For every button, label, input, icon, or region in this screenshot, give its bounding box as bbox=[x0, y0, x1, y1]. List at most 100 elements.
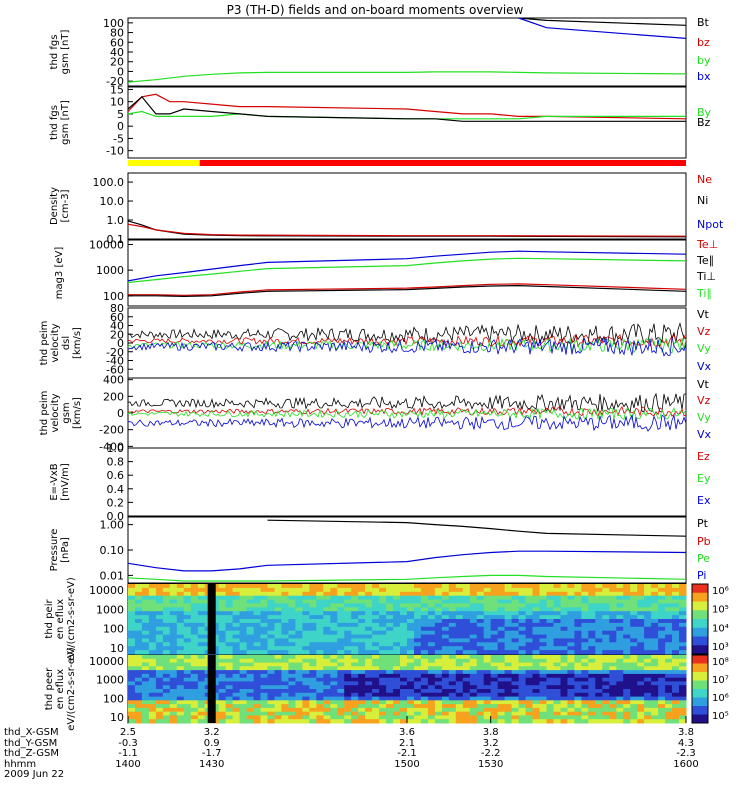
electron-spectrogram-cell bbox=[414, 700, 422, 705]
electron-spectrogram-cell bbox=[553, 681, 561, 686]
ion-spectrogram-cell bbox=[414, 584, 422, 589]
electron-spectrogram-cell bbox=[239, 707, 248, 713]
electron-spectrogram-cell bbox=[574, 681, 582, 686]
ion-spectrogram-cell bbox=[497, 591, 506, 597]
temperature-ytick-label: 10000 bbox=[89, 239, 124, 252]
ion-spectrogram-cell bbox=[616, 611, 624, 616]
electron-spectrogram-cell bbox=[141, 692, 150, 698]
electron-spectrogram-cell bbox=[260, 670, 268, 675]
electron-spectrogram-cell bbox=[148, 696, 157, 701]
electron-spectrogram-cell bbox=[281, 662, 289, 667]
ion-spectrogram-cell bbox=[351, 642, 359, 647]
ion-spectrogram-cell bbox=[581, 626, 589, 632]
ion-spectrogram-cell bbox=[441, 611, 450, 616]
ion-spectrogram-cell bbox=[155, 603, 164, 608]
electron-spectrogram-cell bbox=[574, 692, 582, 698]
ion-spectrogram-cell bbox=[162, 587, 171, 593]
ion-spectrogram-cell bbox=[253, 626, 262, 632]
ephemeris-value: 4.3 bbox=[678, 737, 694, 749]
ion-spectrogram-cell bbox=[427, 626, 436, 632]
electron-spectrogram-cell bbox=[441, 655, 450, 660]
electron-spectrogram-cell bbox=[588, 696, 596, 701]
ion-spectrogram-cell bbox=[372, 622, 380, 628]
ion-spectrogram-cell bbox=[358, 591, 366, 597]
ion-spectrogram-cell bbox=[504, 595, 513, 601]
ion-spectrogram-cell bbox=[518, 634, 527, 639]
electron-spectrogram-cell bbox=[427, 658, 436, 664]
electron-spectrogram-cell bbox=[372, 696, 380, 701]
electron-spectrogram-cell bbox=[616, 673, 624, 679]
electron-spectrogram-cell bbox=[441, 704, 450, 709]
electron-spectrogram-cell bbox=[323, 700, 331, 705]
electron-spectrogram-cell bbox=[323, 670, 331, 675]
ion-spectrogram-cell bbox=[672, 619, 680, 624]
electron-spectrogram-cell bbox=[190, 673, 199, 679]
electron-spectrogram-cell bbox=[581, 700, 589, 705]
electron-spectrogram-cell bbox=[365, 655, 373, 660]
ion-spectrogram-cell bbox=[232, 584, 241, 589]
ion-spectrogram-cell bbox=[518, 638, 527, 643]
density-ytick-label: 100.0 bbox=[93, 176, 125, 189]
electron-spectrogram-cell bbox=[365, 704, 373, 709]
electron-spectrogram-cell bbox=[239, 700, 248, 705]
ion-spectrogram-colorbar-segment bbox=[692, 592, 708, 602]
electron-spectrogram-cell bbox=[302, 677, 310, 682]
ion-spectrogram-cell bbox=[630, 595, 638, 601]
ion-spectrogram-cell bbox=[386, 626, 394, 632]
electron-spectrogram-cell bbox=[609, 685, 617, 690]
electron-spectrogram-colorbar-segment bbox=[692, 689, 708, 698]
electron-spectrogram-ytick-label: 10 bbox=[110, 711, 124, 724]
electron-spectrogram-cell bbox=[595, 673, 603, 679]
electron-spectrogram-cell bbox=[246, 719, 255, 724]
velocity-gsm-ytick-label: -200 bbox=[99, 424, 124, 437]
ion-spectrogram-cell bbox=[372, 595, 380, 601]
ion-spectrogram-cell bbox=[239, 591, 248, 597]
electron-spectrogram-cell bbox=[476, 689, 485, 694]
electron-spectrogram-cell bbox=[183, 662, 192, 667]
ion-spectrogram-cell bbox=[400, 642, 408, 647]
ion-spectrogram-cell bbox=[539, 630, 547, 636]
electron-spectrogram-cell bbox=[218, 692, 227, 698]
electron-spectrogram-cell bbox=[281, 696, 289, 701]
ion-spectrogram-cell bbox=[176, 603, 185, 608]
ion-spectrogram-cell bbox=[630, 599, 638, 604]
ion-spectrogram-cell bbox=[602, 603, 610, 608]
electron-spectrogram-cell bbox=[281, 704, 289, 709]
electron-spectrogram-cell bbox=[658, 655, 666, 660]
temperature-series-Ti⊥ bbox=[127, 250, 687, 282]
electron-spectrogram-cell bbox=[602, 662, 610, 667]
ion-spectrogram-cell bbox=[623, 611, 631, 616]
electron-spectrogram-cell bbox=[141, 689, 150, 694]
ion-spectrogram-cell bbox=[644, 611, 652, 616]
ion-spectrogram-cell bbox=[574, 611, 582, 616]
electron-spectrogram-cell bbox=[246, 673, 255, 679]
electron-spectrogram-cell bbox=[190, 655, 199, 660]
ion-spectrogram-cell bbox=[609, 622, 617, 628]
ion-spectrogram-cell bbox=[504, 634, 513, 639]
ion-spectrogram-cell bbox=[316, 611, 324, 616]
ion-spectrogram-cell bbox=[141, 595, 150, 601]
ion-spectrogram-cell bbox=[434, 595, 443, 601]
ion-spectrogram-cell bbox=[239, 638, 248, 643]
electron-spectrogram-cell bbox=[169, 655, 178, 660]
electron-spectrogram-cell bbox=[518, 681, 527, 686]
electron-spectrogram-cell bbox=[309, 715, 317, 720]
ion-spectrogram-cell bbox=[595, 595, 603, 601]
ion-spectrogram-cell bbox=[560, 650, 568, 655]
electron-spectrogram-cell bbox=[644, 673, 652, 679]
electron-spectrogram-cell bbox=[393, 700, 401, 705]
electron-spectrogram-cell bbox=[518, 692, 527, 698]
electron-spectrogram-cell bbox=[239, 704, 248, 709]
electron-spectrogram-cell bbox=[497, 658, 506, 664]
ion-spectrogram-cell bbox=[253, 642, 262, 647]
ion-spectrogram-cell bbox=[588, 630, 596, 636]
ion-spectrogram-cell bbox=[679, 630, 687, 636]
electron-spectrogram-cell bbox=[267, 662, 275, 667]
ion-spectrogram-cell bbox=[560, 619, 568, 624]
ion-spectrogram-cell bbox=[504, 584, 513, 589]
ion-spectrogram-cell bbox=[128, 615, 136, 620]
ion-spectrogram-cell bbox=[281, 607, 289, 612]
ion-spectrogram-cell bbox=[609, 619, 617, 624]
electron-spectrogram-cell bbox=[511, 704, 520, 709]
electron-spectrogram-cell bbox=[162, 704, 171, 709]
